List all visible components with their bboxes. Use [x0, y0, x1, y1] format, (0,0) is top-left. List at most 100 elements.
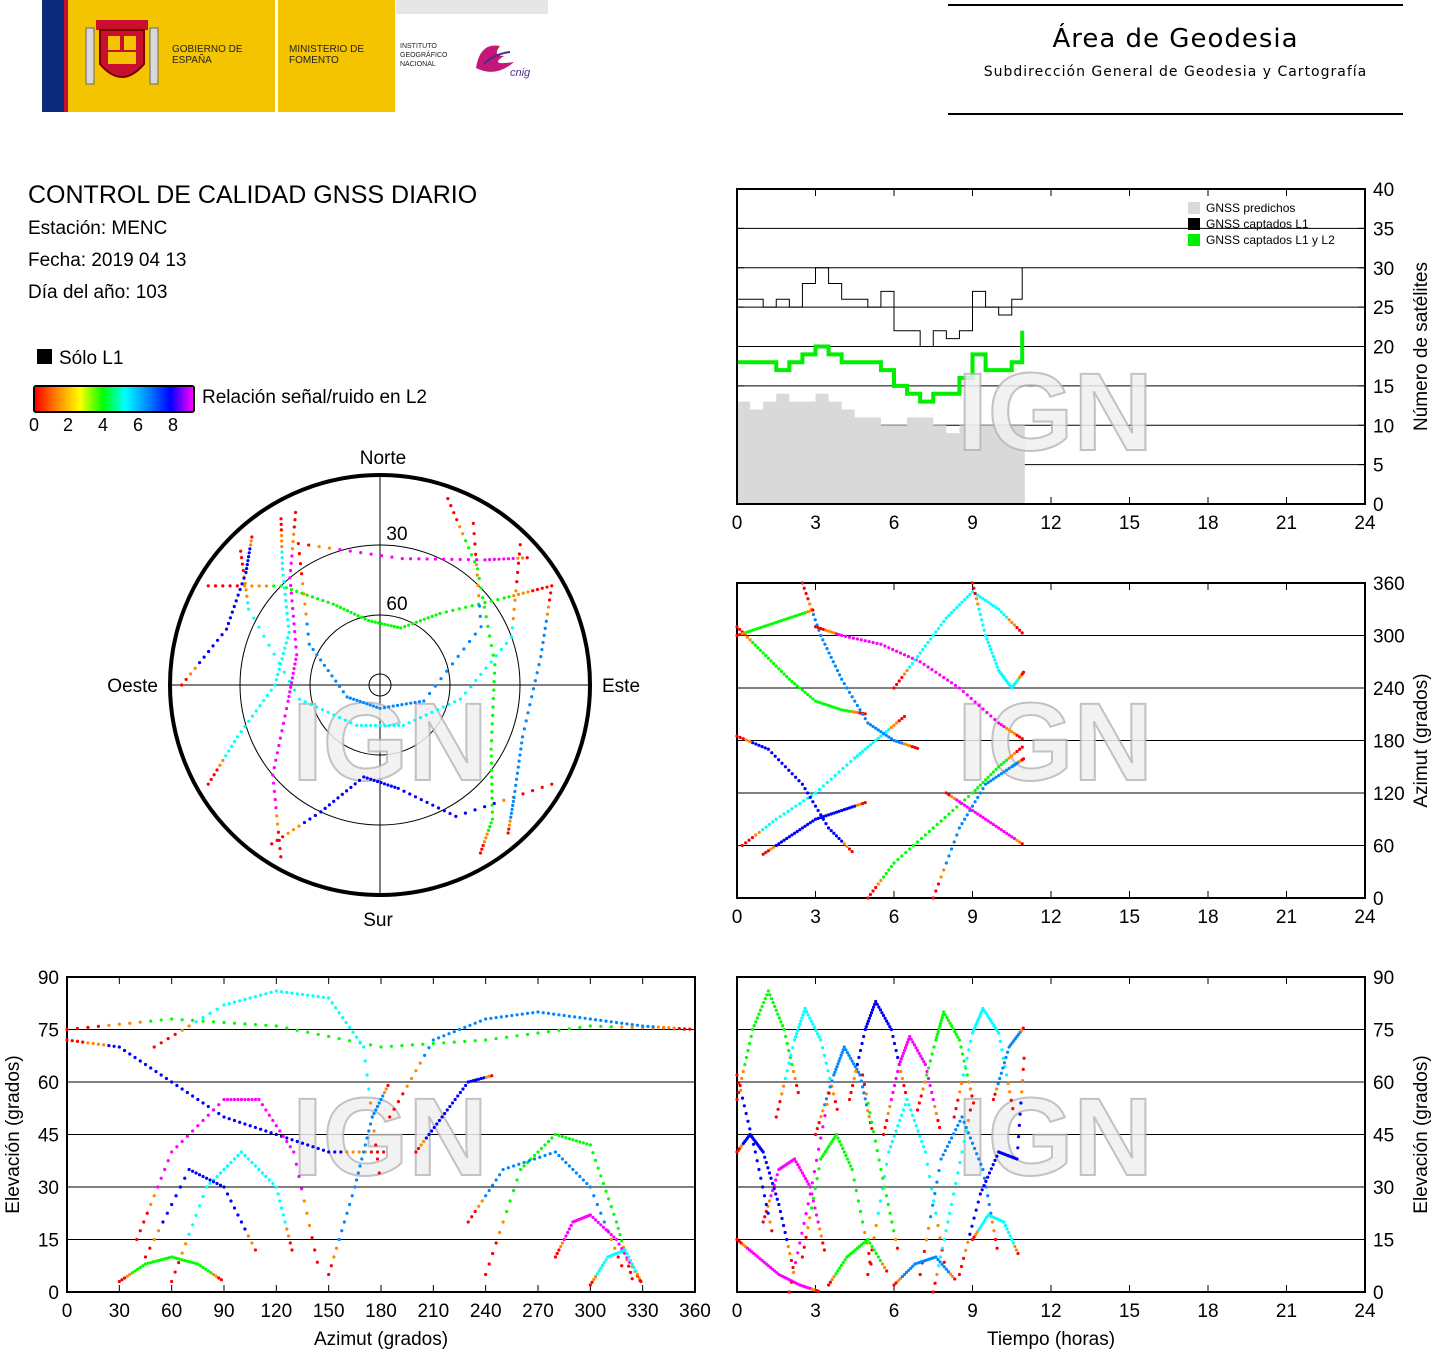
- track-point: [478, 614, 482, 618]
- track-point: [753, 1150, 757, 1154]
- track-point: [201, 1101, 205, 1105]
- track-point: [821, 702, 825, 706]
- track-point: [879, 730, 883, 734]
- track-point: [379, 1097, 383, 1102]
- track-point: [562, 1013, 566, 1018]
- track-point: [490, 810, 494, 814]
- track-point: [944, 616, 948, 620]
- track-point: [766, 1166, 770, 1170]
- track-point: [282, 579, 286, 584]
- track-point: [965, 1056, 969, 1060]
- track-point: [159, 1041, 163, 1045]
- track-point: [751, 1142, 756, 1146]
- track-point: [787, 1061, 791, 1065]
- track-point: [779, 669, 784, 673]
- track-point: [260, 1171, 264, 1175]
- track-point: [964, 1129, 968, 1133]
- track-point: [1007, 1230, 1011, 1235]
- track-point: [957, 1038, 962, 1042]
- track-point: [911, 1264, 915, 1268]
- track-point: [843, 1258, 847, 1262]
- track-point: [858, 1048, 863, 1053]
- track-point: [974, 597, 979, 601]
- track-point: [369, 777, 373, 781]
- track-point: [892, 1041, 897, 1046]
- track-point: [937, 1168, 941, 1173]
- track-point: [960, 822, 964, 826]
- track-point: [947, 613, 951, 617]
- track-point: [806, 1202, 810, 1206]
- track-point: [936, 1257, 940, 1262]
- track-point: [944, 1267, 948, 1271]
- track-point: [530, 789, 535, 793]
- track-point: [440, 1115, 444, 1119]
- track-point: [628, 1270, 633, 1274]
- track-point: [757, 1012, 761, 1016]
- track-point: [965, 805, 969, 809]
- track-point: [990, 1021, 994, 1025]
- track-point: [282, 586, 287, 590]
- track-point: [390, 555, 394, 559]
- track-point: [333, 1150, 337, 1154]
- track-point: [107, 1023, 111, 1027]
- elev-az-track: [466, 1150, 624, 1268]
- track-point: [348, 1039, 352, 1043]
- track-point: [808, 1192, 812, 1196]
- y-tick-label: 35: [1373, 219, 1394, 240]
- x-tick-label: 6: [889, 907, 900, 928]
- track-point: [854, 1069, 858, 1074]
- track-point: [837, 1266, 842, 1270]
- track-point: [351, 1030, 355, 1034]
- track-point: [352, 697, 356, 701]
- track-point: [180, 1251, 184, 1255]
- track-point: [863, 801, 867, 805]
- track-point: [907, 1103, 911, 1107]
- track-point: [787, 616, 791, 620]
- track-point: [806, 1013, 810, 1017]
- track-point: [858, 708, 862, 712]
- track-point: [836, 1136, 840, 1140]
- track-point: [475, 567, 480, 571]
- plot-border: [736, 188, 1366, 505]
- elev-time-track: [915, 1010, 976, 1112]
- track-point: [489, 739, 494, 743]
- track-point: [783, 1076, 788, 1081]
- track-point: [389, 1044, 394, 1048]
- track-point: [919, 1054, 923, 1058]
- track-point: [831, 1137, 835, 1141]
- track-point: [788, 1251, 792, 1256]
- track-point: [827, 651, 831, 655]
- track-point: [834, 1132, 839, 1137]
- track-point: [201, 1016, 205, 1020]
- track-point: [840, 839, 844, 843]
- track-point: [295, 589, 299, 594]
- track-point: [764, 850, 768, 855]
- track-point: [279, 517, 283, 521]
- track-point: [874, 738, 878, 743]
- track-point: [1003, 1223, 1008, 1228]
- track-point: [774, 1192, 778, 1196]
- track-point: [339, 1150, 343, 1154]
- track-point: [991, 1097, 996, 1102]
- elev-time-track: [847, 999, 908, 1102]
- track-point: [975, 1021, 979, 1025]
- track-point: [920, 1057, 924, 1061]
- track-point: [183, 1176, 187, 1180]
- track-point: [970, 581, 975, 585]
- track-point: [910, 656, 914, 660]
- track-point: [458, 525, 462, 529]
- track-point: [835, 1065, 839, 1069]
- track-point: [795, 829, 799, 834]
- track-point: [175, 1145, 179, 1149]
- track-point: [463, 811, 468, 815]
- track-point: [792, 831, 797, 835]
- track-point: [295, 653, 299, 657]
- track-point: [808, 1016, 812, 1020]
- track-point: [332, 1255, 336, 1259]
- track-point: [868, 1241, 872, 1245]
- track-point: [489, 599, 493, 603]
- track-point: [301, 582, 305, 586]
- track-point: [441, 705, 445, 709]
- track-point: [866, 896, 870, 900]
- track-point: [760, 745, 764, 749]
